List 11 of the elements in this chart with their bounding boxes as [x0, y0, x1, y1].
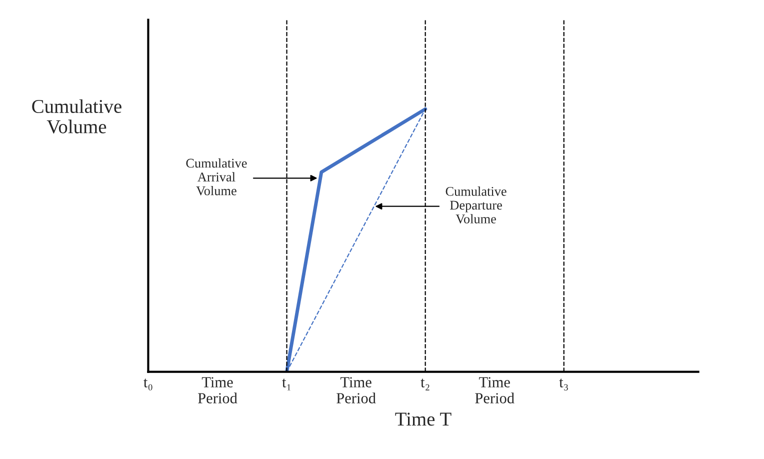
x-tick-label: t₃: [559, 378, 568, 390]
x-tick-label: Time Period: [198, 377, 238, 404]
annotation: Cumulative Arrival Volume: [186, 158, 247, 196]
x-tick-label: t₁: [282, 378, 291, 390]
x-tick-label: t₂: [420, 378, 430, 390]
x-axis-title: Time T: [395, 412, 452, 426]
x-tick-label: Time Period: [475, 377, 514, 404]
x-tick-label: t₀: [144, 378, 152, 390]
y-axis-title: Cumulative Volume: [32, 99, 122, 134]
annotation: Cumulative Departure Volume: [446, 186, 506, 224]
x-tick-label: Time Period: [336, 377, 376, 404]
